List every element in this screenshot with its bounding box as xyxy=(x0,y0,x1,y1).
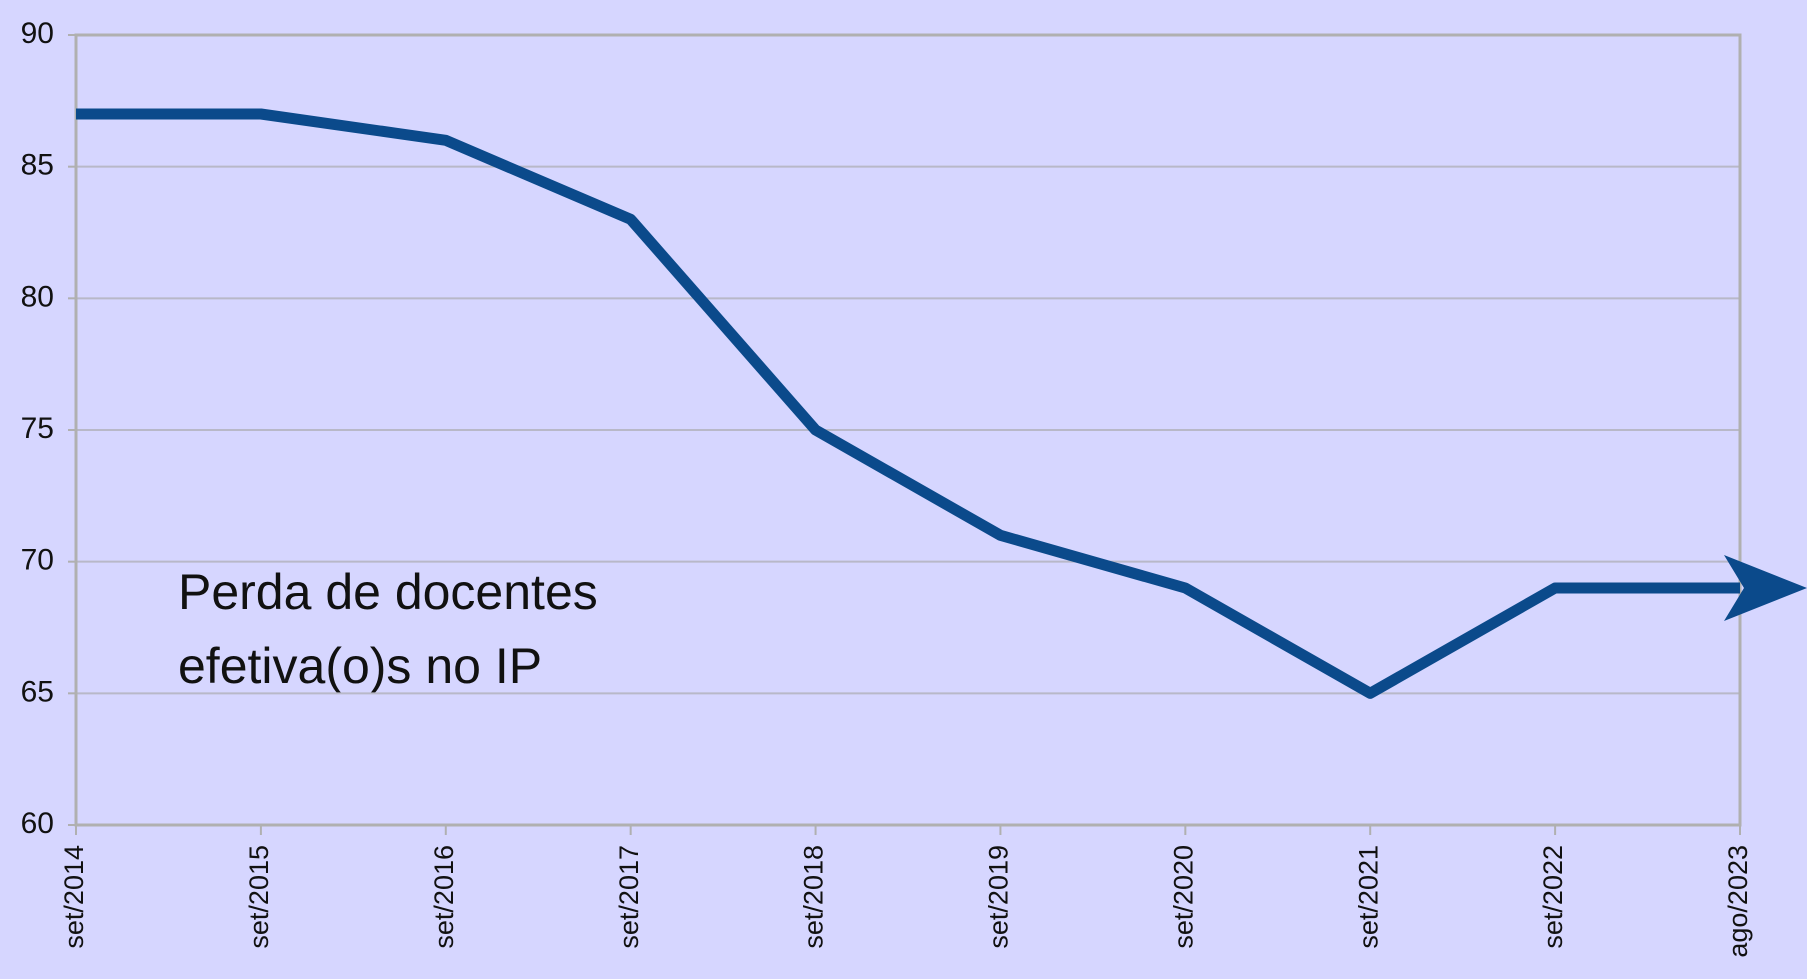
x-tick-label: set/2017 xyxy=(614,845,644,949)
y-tick-label: 75 xyxy=(21,412,54,445)
data-line xyxy=(76,108,1740,699)
arrow-head xyxy=(1724,555,1807,621)
x-tick-label: set/2015 xyxy=(244,845,274,949)
y-tick-label: 80 xyxy=(21,280,54,313)
y-tick-label: 85 xyxy=(21,149,54,182)
annotation: Perda de docentes xyxy=(178,564,598,620)
x-tick-label: ago/2023 xyxy=(1723,845,1753,958)
y-tick-label: 90 xyxy=(21,17,54,50)
x-tick-label: set/2014 xyxy=(59,845,89,949)
x-tick-label: set/2022 xyxy=(1538,845,1568,949)
y-tick-label: 70 xyxy=(21,544,54,577)
plot-frame xyxy=(74,33,1742,827)
annotation: efetiva(o)s no IP xyxy=(178,638,542,694)
x-tick-label: set/2020 xyxy=(1168,845,1198,949)
y-tick-label: 60 xyxy=(21,807,54,840)
x-tick-label: set/2019 xyxy=(984,845,1014,949)
x-tick-label: set/2021 xyxy=(1353,845,1383,949)
y-tick-label: 65 xyxy=(21,675,54,708)
x-tick-label: set/2016 xyxy=(429,845,459,949)
x-tick-label: set/2018 xyxy=(799,845,829,949)
